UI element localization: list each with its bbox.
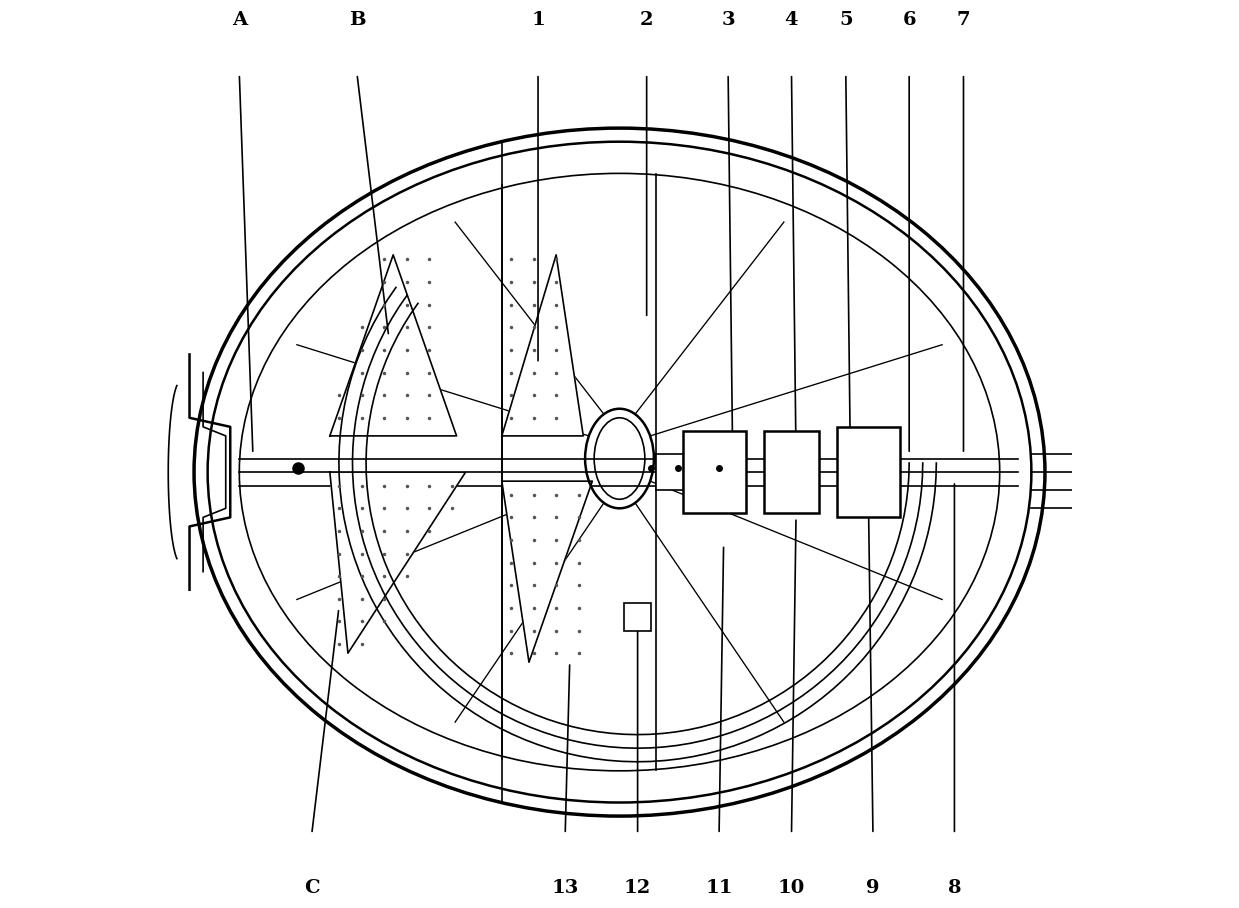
Text: B: B <box>348 11 366 28</box>
Bar <box>764 431 819 513</box>
Text: 10: 10 <box>778 880 805 897</box>
Text: 9: 9 <box>866 880 880 897</box>
Text: 5: 5 <box>839 11 852 28</box>
Text: 6: 6 <box>902 11 916 28</box>
Text: 1: 1 <box>532 11 545 28</box>
Polygon shape <box>330 472 466 653</box>
Bar <box>655 454 683 490</box>
Polygon shape <box>330 255 456 436</box>
Text: A: A <box>232 11 247 28</box>
Bar <box>683 431 746 513</box>
Text: 3: 3 <box>721 11 735 28</box>
Text: 7: 7 <box>957 11 970 28</box>
Text: 4: 4 <box>784 11 798 28</box>
Polygon shape <box>502 255 584 436</box>
Text: C: C <box>304 880 320 897</box>
Text: 11: 11 <box>705 880 732 897</box>
Polygon shape <box>502 481 592 662</box>
Bar <box>836 427 900 518</box>
Text: 2: 2 <box>639 11 653 28</box>
Text: 13: 13 <box>551 880 579 897</box>
Text: 8: 8 <box>948 880 961 897</box>
Text: 12: 12 <box>624 880 652 897</box>
Bar <box>624 603 652 630</box>
